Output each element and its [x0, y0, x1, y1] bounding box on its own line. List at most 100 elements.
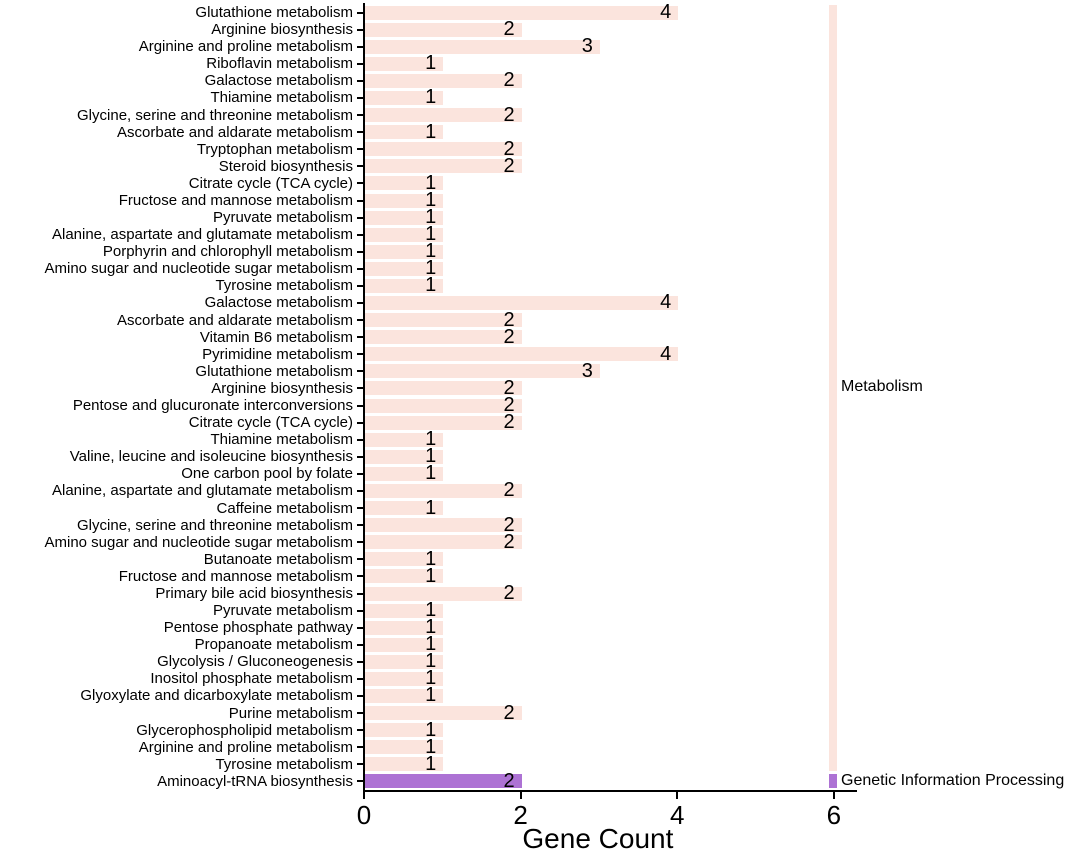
- bar-value-label: 1: [425, 735, 437, 758]
- y-axis-label: Glutathione metabolism: [195, 362, 353, 380]
- bar-value-label: 3: [581, 359, 593, 382]
- gene-count-bar: [365, 774, 522, 789]
- gene-count-bar: [365, 193, 444, 208]
- x-axis-tick-label: 4: [669, 800, 685, 830]
- bar-value-label: 1: [425, 257, 437, 280]
- y-axis-tick: [357, 660, 363, 663]
- y-axis-tick: [357, 712, 363, 715]
- gene-count-bar: [365, 159, 522, 174]
- x-axis-tick: [363, 792, 365, 799]
- bar-value-label: 1: [425, 718, 437, 741]
- bar-value-label: 1: [425, 120, 437, 143]
- bar-value-label: 2: [503, 769, 515, 792]
- y-axis-label: Pyruvate metabolism: [212, 209, 353, 227]
- y-axis-label: Aminoacyl-tRNA biosynthesis: [157, 772, 353, 790]
- gene-count-bar: [365, 552, 444, 567]
- bar-value-label: 1: [425, 616, 437, 639]
- gene-count-bar: [365, 723, 444, 738]
- gene-count-bar: [365, 313, 522, 328]
- y-axis-label: Arginine biosynthesis: [211, 21, 353, 39]
- y-axis-tick: [357, 62, 363, 65]
- bar-value-label: 1: [425, 171, 437, 194]
- gene-count-bar: [365, 210, 444, 225]
- gene-count-bar: [365, 654, 444, 669]
- y-axis-label: Arginine biosynthesis: [211, 379, 353, 397]
- y-axis-label: Valine, leucine and isoleucine biosynthe…: [69, 448, 353, 466]
- y-axis-label: Ascorbate and aldarate metabolism: [117, 123, 353, 141]
- bar-value-label: 1: [425, 86, 437, 109]
- y-axis-tick: [357, 199, 363, 202]
- y-axis-tick: [357, 780, 363, 783]
- gene-count-bar: [365, 586, 522, 601]
- y-axis-tick: [357, 455, 363, 458]
- gene-count-bar: [365, 466, 444, 481]
- y-axis-label: Porphyrin and chlorophyll metabolism: [102, 243, 353, 261]
- y-axis-label: Galactose metabolism: [204, 294, 353, 312]
- gene-count-bar: [365, 39, 600, 54]
- y-axis-label: Fructose and mannose metabolism: [118, 191, 353, 209]
- y-axis-label: Butanoate metabolism: [203, 550, 353, 568]
- y-axis-label: Primary bile acid biosynthesis: [155, 584, 353, 602]
- gene-count-bar: [365, 706, 522, 721]
- y-axis-label: Amino sugar and nucleotide sugar metabol…: [44, 260, 353, 278]
- gene-count-bar: [365, 278, 444, 293]
- y-axis-tick: [357, 182, 363, 185]
- y-axis-label: Pentose and glucuronate interconversions: [72, 397, 353, 414]
- x-axis-line: [363, 790, 857, 792]
- y-axis-tick: [357, 729, 363, 732]
- bar-value-label: 1: [425, 462, 437, 485]
- y-axis-tick: [357, 45, 363, 48]
- bar-value-label: 1: [425, 633, 437, 656]
- bar-value-label: 2: [503, 376, 515, 399]
- y-axis-tick: [357, 677, 363, 680]
- gene-count-bar: [365, 73, 522, 88]
- gene-count-bar: [365, 603, 444, 618]
- y-axis-label: Arginine and proline metabolism: [138, 738, 353, 756]
- gene-count-bar: [365, 90, 444, 105]
- gene-count-bar: [365, 296, 679, 311]
- gene-count-bar: [365, 449, 444, 464]
- bar-value-label: 2: [503, 701, 515, 724]
- x-axis-title: Gene Count: [522, 823, 674, 854]
- bar-value-label: 1: [425, 240, 437, 263]
- gene-count-bar: [365, 364, 600, 379]
- gene-count-bar: [365, 569, 444, 584]
- y-axis-label: Riboflavin metabolism: [206, 55, 353, 73]
- bar-value-label: 2: [503, 308, 515, 331]
- y-axis-tick: [357, 541, 363, 544]
- bar-value-label: 1: [425, 684, 437, 707]
- gene-count-bar: [365, 5, 679, 20]
- bar-value-label: 1: [425, 564, 437, 587]
- y-axis-line: [363, 3, 365, 792]
- bar-value-label: 1: [425, 667, 437, 690]
- gene-count-bar: [365, 261, 444, 276]
- bar-value-label: 1: [425, 599, 437, 622]
- y-axis-label: Citrate cycle (TCA cycle): [188, 174, 353, 192]
- y-axis-tick: [357, 233, 363, 236]
- bar-value-label: 2: [503, 581, 515, 604]
- y-axis-tick: [357, 114, 363, 117]
- y-axis-tick: [357, 609, 363, 612]
- y-axis-tick: [357, 524, 363, 527]
- y-axis-label: Pyruvate metabolism: [212, 602, 353, 620]
- gene-count-bar: [365, 22, 522, 37]
- bar-value-label: 2: [503, 479, 515, 502]
- y-axis-tick: [357, 472, 363, 475]
- y-axis-tick: [357, 558, 363, 561]
- y-axis-tick: [357, 267, 363, 270]
- bar-value-label: 2: [503, 137, 515, 160]
- y-axis-label: Propanoate metabolism: [194, 636, 353, 654]
- y-axis-tick: [357, 370, 363, 373]
- gene-count-bar: [365, 56, 444, 71]
- y-axis-label: Pyrimidine metabolism: [202, 345, 353, 363]
- y-axis-label: Caffeine metabolism: [216, 499, 353, 517]
- gene-count-bar: [365, 671, 444, 686]
- y-axis-tick: [357, 131, 363, 134]
- bar-value-label: 1: [425, 223, 437, 246]
- y-axis-tick: [357, 507, 363, 510]
- y-axis-label: Glutathione metabolism: [195, 4, 353, 21]
- y-axis-tick: [357, 438, 363, 441]
- bar-value-label: 1: [425, 428, 437, 451]
- y-axis-label: Fructose and mannose metabolism: [118, 567, 353, 585]
